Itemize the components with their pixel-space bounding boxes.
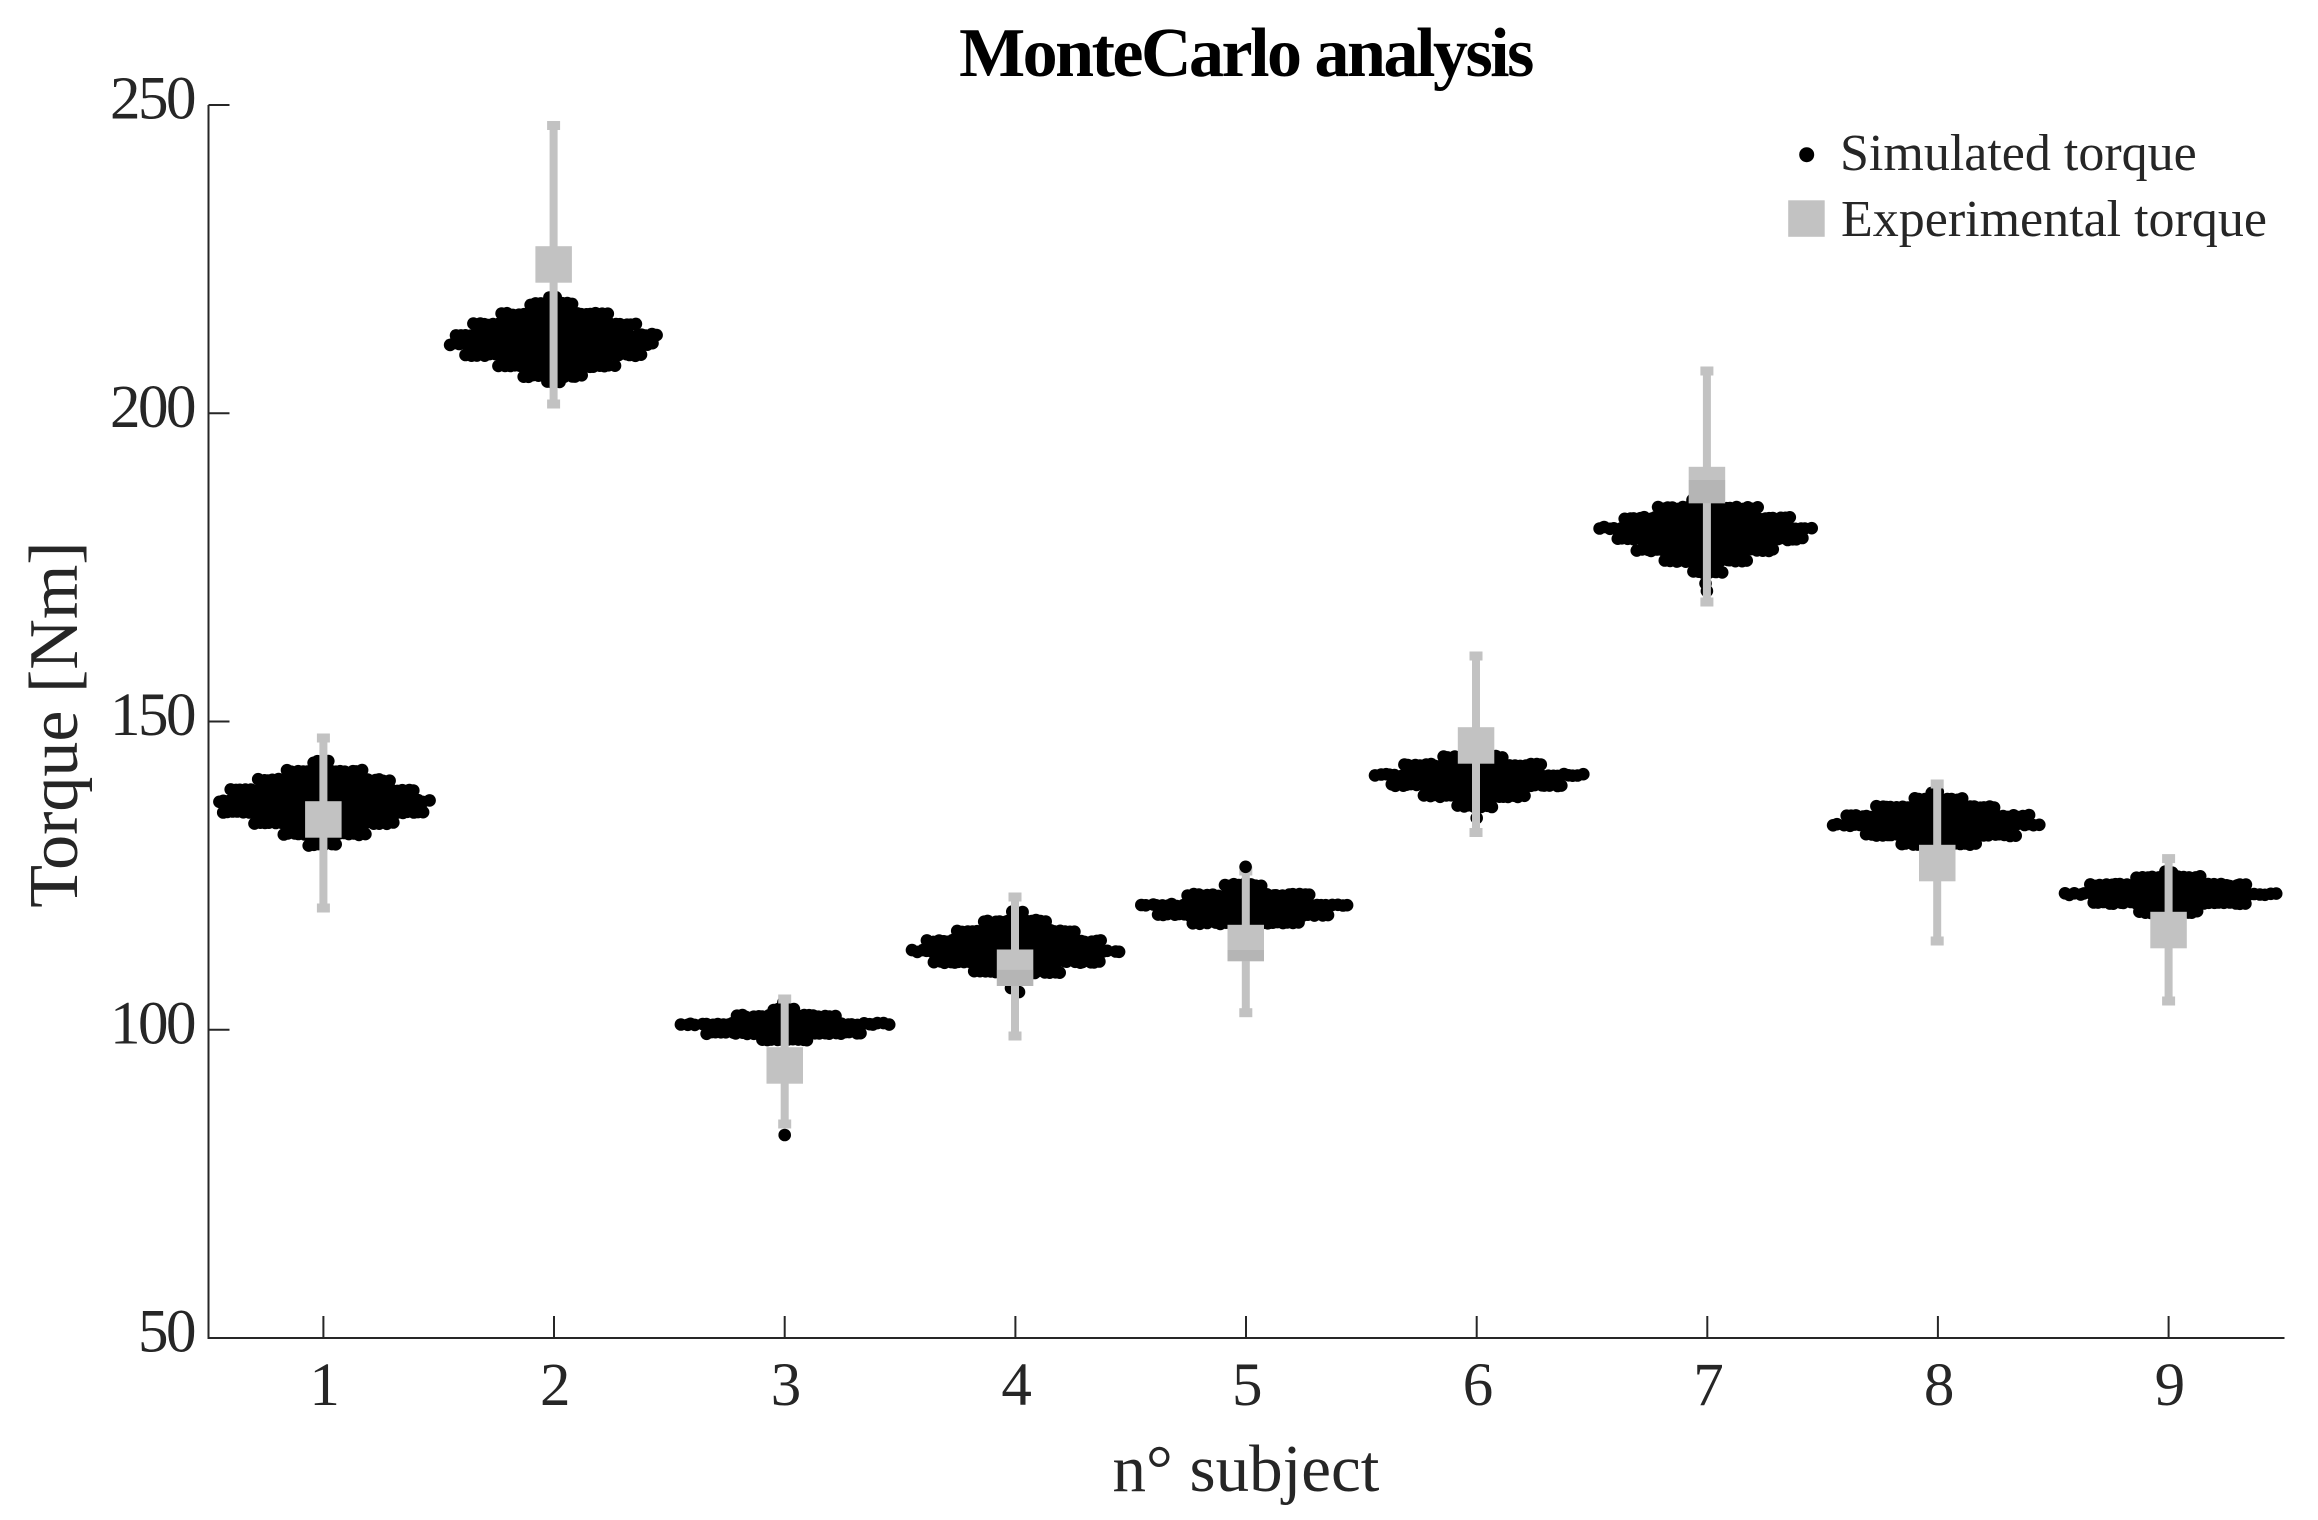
svg-text:8: 8 bbox=[1924, 1352, 1953, 1419]
svg-text:Experimental torque: Experimental torque bbox=[1841, 191, 2267, 248]
svg-text:200: 200 bbox=[110, 374, 195, 441]
svg-text:250: 250 bbox=[110, 66, 195, 133]
svg-text:n° subject: n° subject bbox=[1112, 1432, 1379, 1506]
svg-text:4: 4 bbox=[1001, 1352, 1031, 1419]
svg-text:3: 3 bbox=[771, 1352, 800, 1419]
svg-text:5: 5 bbox=[1232, 1352, 1261, 1419]
svg-text:Simulated torque: Simulated torque bbox=[1840, 125, 2197, 182]
svg-text:6: 6 bbox=[1463, 1352, 1492, 1419]
svg-text:Torque [Nm]: Torque [Nm] bbox=[16, 541, 93, 907]
svg-text:2: 2 bbox=[540, 1352, 568, 1419]
svg-text:150: 150 bbox=[110, 682, 195, 749]
svg-text:7: 7 bbox=[1693, 1352, 1722, 1419]
svg-text:50: 50 bbox=[138, 1299, 195, 1366]
svg-text:MonteCarlo analysis: MonteCarlo analysis bbox=[959, 15, 1533, 92]
svg-text:9: 9 bbox=[2155, 1352, 2183, 1419]
svg-text:100: 100 bbox=[110, 990, 195, 1057]
svg-text:1: 1 bbox=[309, 1352, 337, 1419]
